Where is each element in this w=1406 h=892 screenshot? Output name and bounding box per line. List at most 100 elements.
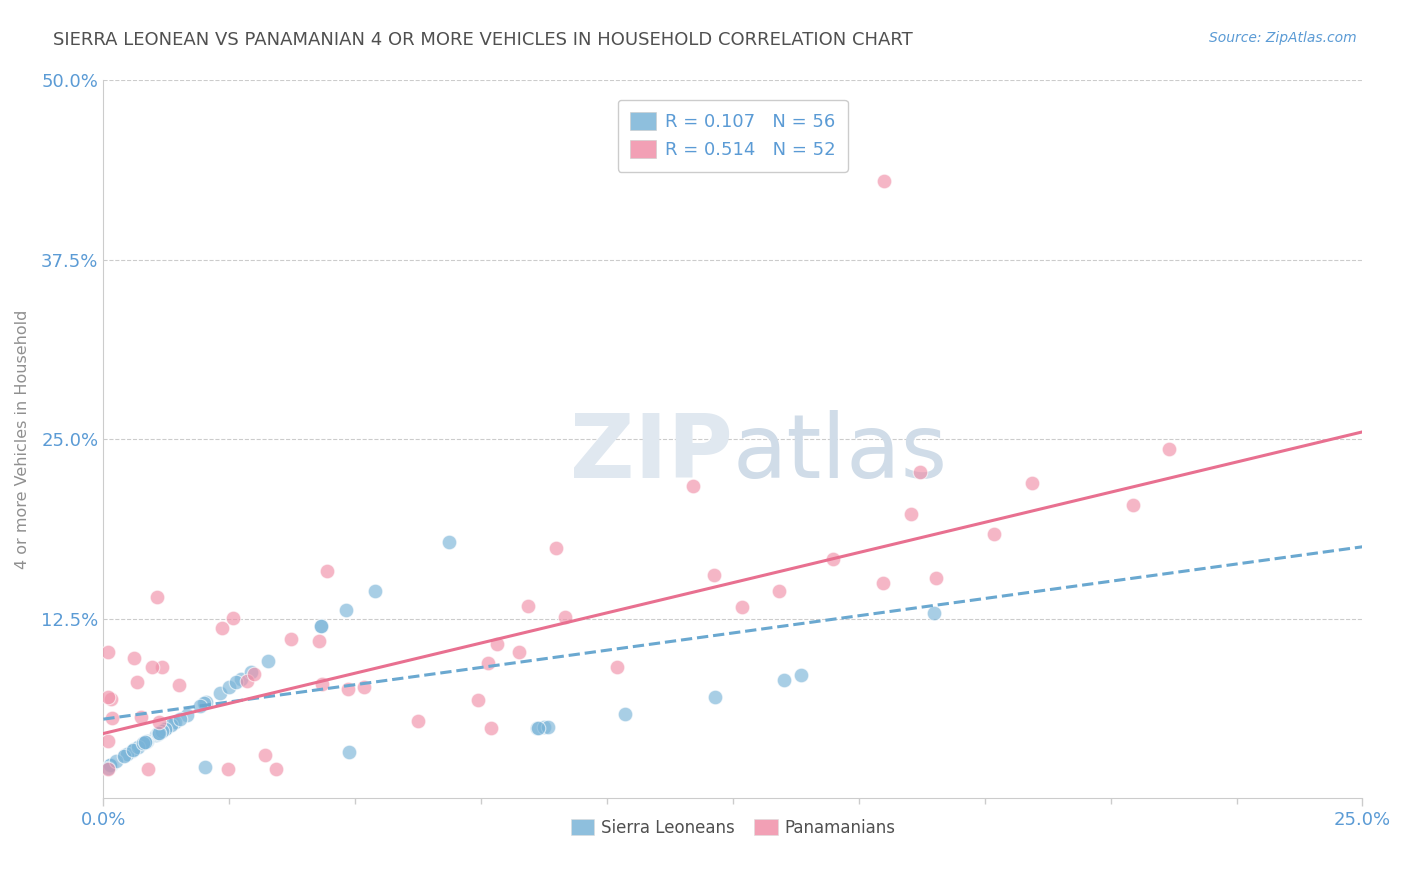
Point: [364, 583, 387, 598]
Point: [169, 678, 191, 692]
Point: [208, 686, 231, 700]
Point: [97, 690, 120, 705]
Point: [527, 721, 550, 735]
Point: [924, 606, 946, 620]
Point: [121, 744, 143, 758]
Legend: Sierra Leoneans, Panamanians: Sierra Leoneans, Panamanians: [564, 813, 901, 844]
Point: [703, 567, 725, 582]
Point: [165, 714, 187, 729]
Point: [134, 735, 156, 749]
Point: [339, 745, 361, 759]
Point: [821, 552, 844, 566]
Point: [155, 721, 177, 735]
Point: [127, 739, 149, 754]
Point: [141, 660, 163, 674]
Point: [136, 763, 159, 777]
Point: [264, 763, 287, 777]
Point: [100, 757, 122, 772]
Point: [146, 726, 169, 740]
Point: [1157, 442, 1180, 456]
Point: [467, 693, 489, 707]
Point: [146, 590, 169, 604]
Point: [229, 672, 252, 686]
Point: [148, 725, 170, 739]
Point: [159, 718, 181, 732]
Text: ZIP: ZIP: [571, 410, 733, 497]
Point: [235, 673, 257, 688]
Point: [225, 675, 247, 690]
Point: [1122, 498, 1144, 512]
Point: [1021, 475, 1043, 490]
Point: [134, 735, 156, 749]
Point: [114, 748, 136, 763]
Point: [217, 763, 239, 777]
Point: [731, 599, 754, 614]
Point: [218, 680, 240, 694]
Point: [146, 726, 169, 740]
Point: [132, 736, 155, 750]
Text: SIERRA LEONEAN VS PANAMANIAN 4 OR MORE VEHICLES IN HOUSEHOLD CORRELATION CHART: SIERRA LEONEAN VS PANAMANIAN 4 OR MORE V…: [53, 31, 912, 49]
Point: [162, 716, 184, 731]
Point: [311, 676, 333, 690]
Point: [124, 650, 146, 665]
Point: [221, 610, 243, 624]
Point: [97, 763, 120, 777]
Text: atlas: atlas: [733, 410, 948, 497]
Point: [169, 712, 191, 726]
Point: [135, 734, 157, 748]
Point: [308, 633, 330, 648]
Point: [526, 721, 548, 735]
Point: [614, 707, 637, 722]
Point: [682, 479, 704, 493]
Point: [253, 747, 276, 762]
Point: [257, 654, 280, 668]
Point: [280, 632, 302, 646]
Point: [925, 571, 948, 585]
Point: [239, 665, 262, 680]
Point: [309, 619, 332, 633]
Point: [98, 758, 121, 772]
Point: [790, 667, 813, 681]
Point: [353, 680, 375, 694]
Point: [145, 728, 167, 742]
Point: [315, 564, 337, 578]
Point: [115, 747, 138, 761]
Point: [193, 697, 215, 711]
Point: [176, 707, 198, 722]
Point: [127, 675, 149, 690]
Point: [337, 681, 360, 696]
Point: [554, 610, 576, 624]
Point: [873, 173, 896, 187]
Point: [508, 645, 530, 659]
Point: [122, 742, 145, 756]
Point: [485, 637, 508, 651]
Point: [98, 758, 121, 772]
Point: [479, 721, 502, 735]
Point: [908, 466, 931, 480]
Point: [194, 760, 217, 774]
Point: [121, 743, 143, 757]
Point: [517, 599, 540, 613]
Point: [150, 723, 173, 738]
Point: [100, 692, 122, 706]
Point: [149, 724, 172, 739]
Point: [546, 541, 568, 555]
Point: [606, 659, 628, 673]
Point: [537, 720, 560, 734]
Text: Source: ZipAtlas.com: Source: ZipAtlas.com: [1209, 31, 1357, 45]
Point: [772, 673, 794, 687]
Point: [243, 667, 266, 681]
Point: [153, 722, 176, 736]
Point: [533, 720, 555, 734]
Point: [150, 660, 173, 674]
Point: [211, 621, 233, 635]
Point: [983, 526, 1005, 541]
Point: [768, 583, 790, 598]
Point: [190, 698, 212, 713]
Point: [148, 714, 170, 729]
Point: [97, 761, 120, 775]
Point: [704, 690, 727, 704]
Y-axis label: 4 or more Vehicles in Household: 4 or more Vehicles in Household: [15, 310, 30, 569]
Point: [872, 575, 894, 590]
Point: [129, 710, 152, 724]
